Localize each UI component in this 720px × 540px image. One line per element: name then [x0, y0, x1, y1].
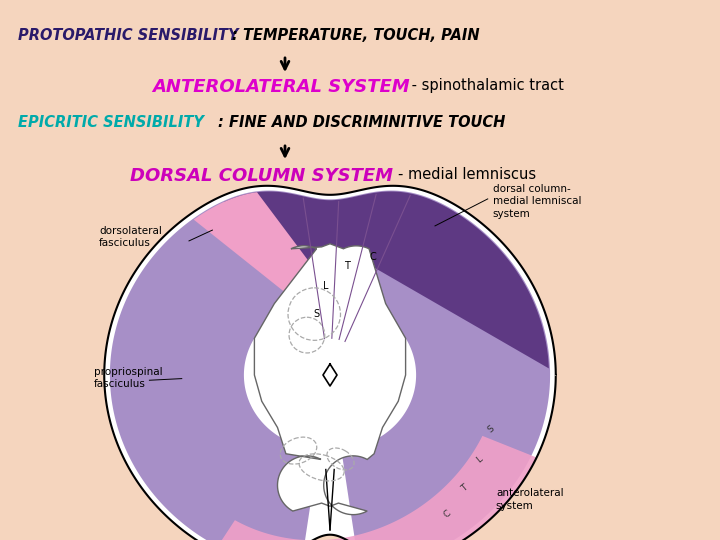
- Polygon shape: [104, 186, 556, 540]
- Text: ANTEROLATERAL SYSTEM: ANTEROLATERAL SYSTEM: [152, 78, 410, 96]
- Text: C: C: [442, 508, 453, 519]
- Polygon shape: [254, 244, 405, 515]
- Text: T: T: [343, 261, 349, 271]
- Text: L: L: [323, 281, 328, 291]
- Text: EPICRITIC SENSIBILITY: EPICRITIC SENSIBILITY: [18, 115, 204, 130]
- Text: L: L: [474, 454, 484, 464]
- Text: - spinothalamic tract: - spinothalamic tract: [407, 78, 564, 93]
- Text: T: T: [459, 483, 469, 494]
- Polygon shape: [110, 191, 550, 540]
- Text: S: S: [313, 308, 319, 319]
- Text: : FINE AND DISCRIMINITIVE TOUCH: : FINE AND DISCRIMINITIVE TOUCH: [218, 115, 505, 130]
- Polygon shape: [215, 436, 536, 540]
- Text: dorsal column-
medial lemniscal
system: dorsal column- medial lemniscal system: [492, 184, 581, 219]
- Text: anterolateral
system: anterolateral system: [496, 488, 564, 511]
- Text: DORSAL COLUMN SYSTEM: DORSAL COLUMN SYSTEM: [130, 167, 393, 185]
- Text: dorsolateral
fasciculus: dorsolateral fasciculus: [99, 226, 162, 248]
- Text: propriospinal
fasciculus: propriospinal fasciculus: [94, 367, 163, 389]
- Text: : TEMPERATURE, TOUCH, PAIN: : TEMPERATURE, TOUCH, PAIN: [232, 28, 480, 43]
- Polygon shape: [194, 192, 309, 293]
- Text: C: C: [370, 252, 377, 262]
- Text: - medial lemniscus: - medial lemniscus: [398, 167, 536, 182]
- Text: S: S: [485, 424, 496, 435]
- Text: PROTOPATHIC SENSIBILITY: PROTOPATHIC SENSIBILITY: [18, 28, 238, 43]
- Polygon shape: [224, 192, 549, 375]
